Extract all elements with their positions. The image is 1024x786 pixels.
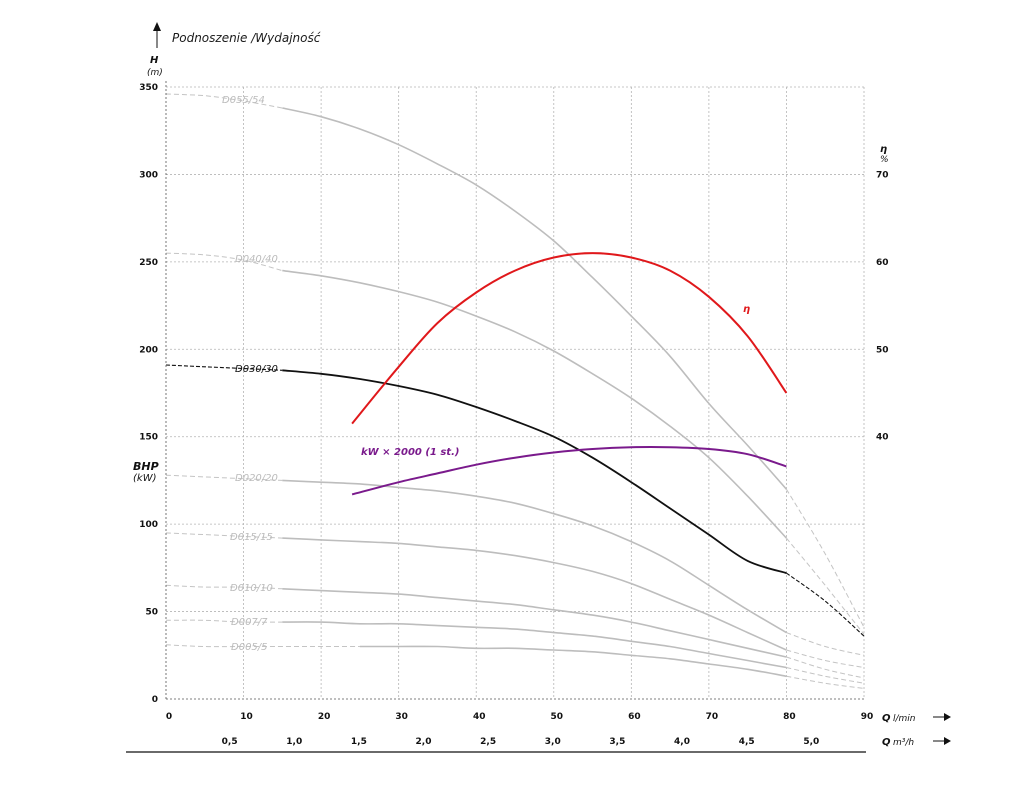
curve-label-d055-54: D055/54 (222, 95, 265, 106)
up-arrow-icon (153, 22, 161, 48)
curve-label-d005-5: D005/5 (231, 642, 268, 653)
eta-tick-label: 50 (876, 345, 889, 355)
curve-tail (786, 675, 865, 689)
x2-tick-label: 1,0 (286, 737, 302, 747)
x-axis-unit: l/min (893, 714, 916, 724)
eta-tick-label: 70 (876, 170, 889, 180)
curve-extension (165, 252, 283, 272)
curve-extension (165, 619, 283, 623)
curve-extension (165, 644, 360, 648)
efficiency-curve (351, 252, 788, 425)
y-tick-label: 100 (139, 520, 158, 530)
curve-layer (165, 93, 865, 689)
y-tick-label: 300 (139, 170, 158, 180)
hq-curve (359, 645, 787, 678)
x2-tick-label: 5,0 (803, 737, 819, 747)
y-tick-label: 0 (152, 695, 158, 705)
x-tick-label: 90 (861, 712, 874, 722)
efficiency-curve-label: η (743, 304, 750, 315)
y-tick-label: 50 (145, 608, 158, 618)
right-arrow-icon (933, 713, 951, 721)
curve-tail (785, 488, 865, 628)
power-curve-label: kW × 2000 (1 st.) (361, 447, 459, 458)
y-axis-title: H (150, 55, 159, 66)
y-tick-label: 150 (139, 433, 158, 443)
power-curve (351, 445, 787, 496)
curve-label-d030-30: D030/30 (235, 364, 278, 375)
curve-extension (165, 364, 283, 371)
grid-layer (166, 86, 865, 699)
curve-tail (786, 537, 865, 635)
curve-tail (786, 649, 865, 668)
hq-curve (282, 621, 787, 669)
x2-tick-label: 4,0 (674, 737, 690, 747)
hq-curve (282, 588, 787, 658)
hq-curve (282, 479, 787, 634)
y-tick-label: 350 (139, 83, 158, 93)
eta-tick-label: 40 (876, 433, 889, 443)
eta-axis-title: η (880, 144, 887, 155)
hq-curve (282, 537, 787, 651)
curve-label-d015-15: D015/15 (230, 532, 273, 543)
x2-tick-label: 3,0 (545, 737, 561, 747)
curve-label-d020-20: D020/20 (235, 473, 278, 484)
curve-label-d010-10: D010/10 (230, 583, 273, 594)
axis-layer: 0 50 100 150 200 250 300 350 0 10 20 30 40 50 60 70 80 90… (139, 81, 889, 747)
eta-tick-label: 60 (876, 258, 889, 268)
x-tick-label: 30 (395, 712, 408, 722)
x-tick-label: 0 (166, 712, 172, 722)
x-tick-label: 80 (783, 712, 796, 722)
x-tick-label: 50 (551, 712, 564, 722)
curve-label-d007-7: D007/7 (231, 617, 268, 628)
curve-tail (786, 667, 865, 684)
x-tick-label: 70 (706, 712, 719, 722)
curve-extension (165, 474, 283, 481)
x2-tick-label: 2,0 (416, 737, 432, 747)
x-tick-label: 20 (318, 712, 331, 722)
x-tick-label: 60 (628, 712, 641, 722)
y-tick-label: 250 (139, 258, 158, 268)
curve-extension (165, 93, 283, 109)
x2-tick-label: 4,5 (739, 737, 755, 747)
bhp-axis-title: BHP (133, 460, 159, 473)
bhp-axis-unit: (kW) (133, 473, 156, 484)
x2-tick-label: 2,5 (480, 737, 496, 747)
x2-tick-label: 0,5 (222, 737, 238, 747)
hq-curve (282, 107, 788, 490)
right-arrow-icon (933, 737, 951, 745)
y-axis-unit: (m) (147, 68, 163, 78)
curve-label-d040-40: D040/40 (235, 254, 278, 265)
x2-axis-title: Q (882, 737, 891, 748)
curve-tail (786, 656, 865, 679)
x-tick-label: 10 (240, 712, 253, 722)
eta-axis-unit: % (880, 155, 889, 165)
hq-curve (282, 269, 787, 539)
x-tick-label: 40 (473, 712, 486, 722)
hq-curve (282, 369, 787, 574)
x-axis-title: Q (882, 713, 891, 724)
label-layer: D055/54 D040/40 D030/30 D020/20 D015/15 D010/… (222, 95, 750, 653)
curve-extension (165, 584, 283, 590)
y-tick-label: 200 (139, 345, 158, 355)
chart-title: Podnoszenie /Wydajność (172, 31, 321, 45)
x2-axis-unit: m³/h (893, 738, 914, 748)
curve-extension (165, 532, 283, 539)
x2-tick-label: 3,5 (609, 737, 625, 747)
x2-tick-label: 1,5 (351, 737, 367, 747)
curve-tail (786, 632, 865, 656)
